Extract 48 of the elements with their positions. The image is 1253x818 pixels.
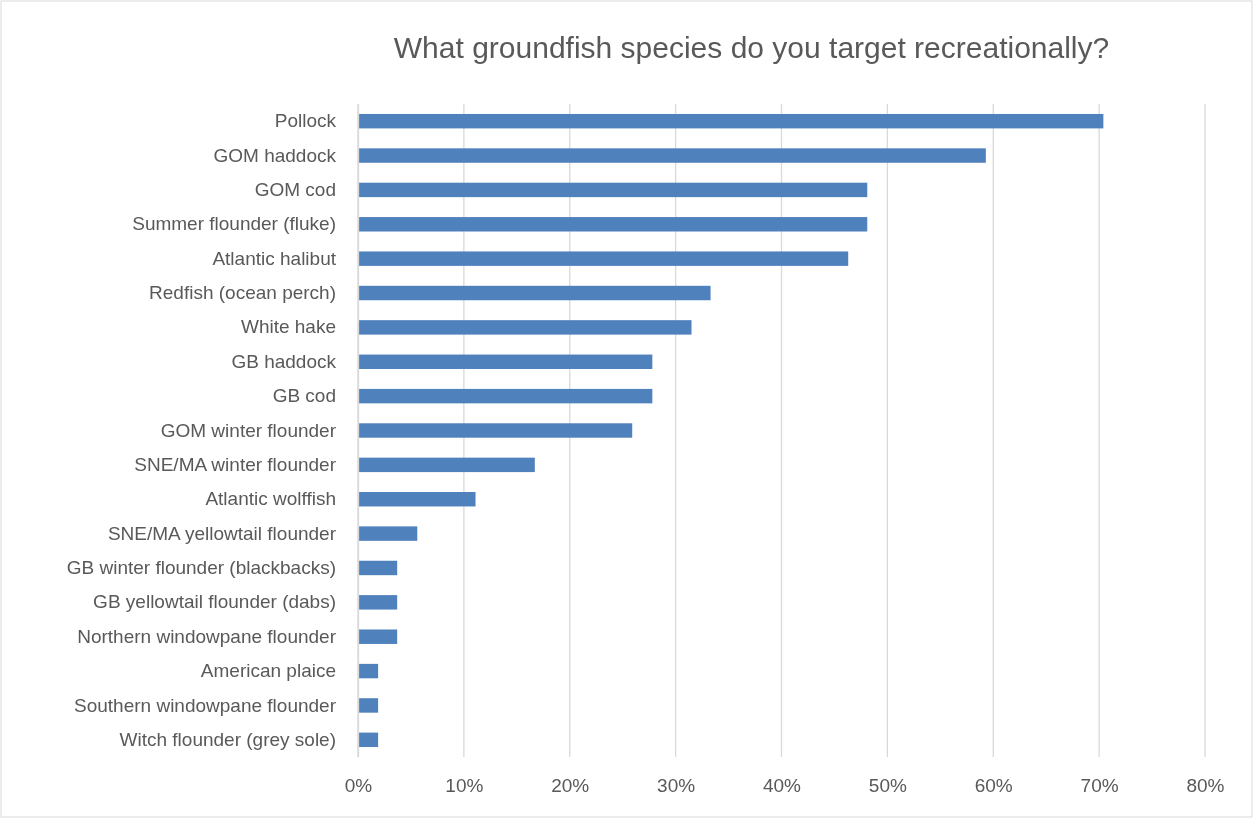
y-tick-label: GB cod — [272, 385, 336, 407]
y-tick-label: Summer flounder (fluke) — [132, 213, 336, 235]
y-tick-label: Atlantic wolffish — [205, 488, 336, 510]
y-tick-label: Atlantic halibut — [212, 247, 337, 269]
bar — [358, 663, 379, 679]
bar — [358, 457, 535, 473]
x-tick-label: 80% — [1186, 775, 1225, 797]
y-tick-label: GOM winter flounder — [160, 419, 337, 441]
y-tick-label: Southern windowpane flounder — [74, 694, 337, 716]
bar — [358, 629, 398, 644]
y-tick-label: GOM cod — [254, 179, 336, 200]
y-tick-label: GB yellowtail flounder (dabs) — [93, 591, 336, 613]
x-tick-label: 20% — [551, 775, 590, 797]
y-tick-label: Northern windowpane flounder — [77, 625, 337, 647]
y-tick-label: GB haddock — [231, 350, 337, 372]
bar — [358, 526, 418, 541]
bar — [358, 113, 1104, 129]
x-tick-label: 40% — [762, 775, 802, 797]
y-tick-label: Redfish (ocean perch) — [149, 282, 336, 304]
bar — [358, 217, 868, 232]
x-tick-label: 50% — [868, 775, 907, 797]
bar — [358, 388, 653, 404]
chart-title: What groundfish species do you target recreationally? — [393, 31, 1110, 64]
y-tick-label: GOM haddock — [213, 144, 337, 166]
y-tick-label: SNE/MA winter flounder — [134, 453, 337, 475]
bar — [358, 285, 711, 301]
x-tick-label: 60% — [974, 775, 1013, 797]
x-tick-label: 0% — [344, 775, 373, 797]
y-tick-label: White hake — [240, 316, 336, 338]
bar — [358, 595, 398, 610]
bar — [358, 492, 476, 507]
y-tick-label: SNE/MA yellowtail flounder — [107, 522, 337, 544]
bar — [358, 251, 849, 266]
x-tick-label: 70% — [1080, 775, 1119, 797]
y-tick-label: Witch flounder (grey sole) — [119, 728, 336, 750]
bar — [358, 182, 868, 198]
bar — [358, 698, 379, 713]
y-tick-label: GB winter flounder (blackbacks) — [66, 557, 336, 579]
bar — [358, 148, 986, 163]
y-tick-label: American plaice — [200, 660, 336, 682]
bar — [358, 732, 379, 748]
bar — [358, 423, 633, 438]
y-tick-label: Pollock — [274, 110, 337, 132]
x-tick-label: 10% — [445, 775, 484, 797]
bar — [358, 320, 692, 335]
bar — [358, 560, 398, 576]
bar — [358, 354, 653, 369]
x-tick-label: 30% — [657, 775, 696, 797]
